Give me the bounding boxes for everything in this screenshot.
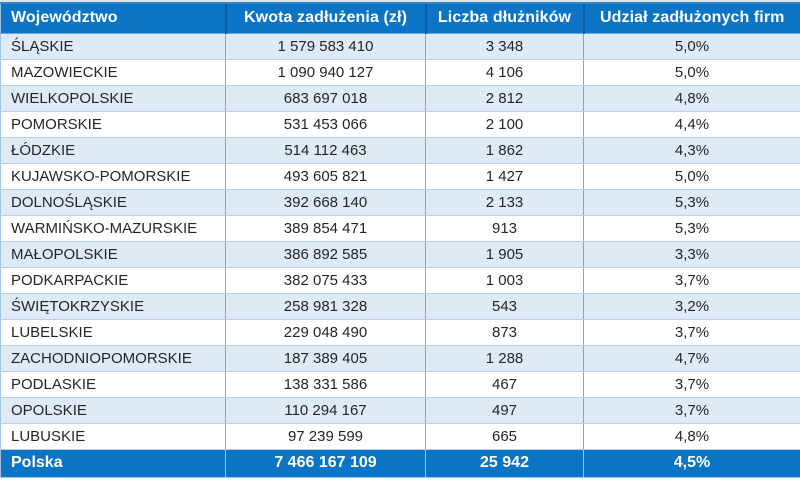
debt-amount-cell: 97 239 599 bbox=[225, 423, 426, 450]
voivodeship-name-cell: LUBUSKIE bbox=[0, 423, 226, 450]
indebted-share-cell: 4,8% bbox=[583, 423, 800, 450]
indebted-share-cell: 3,7% bbox=[583, 371, 800, 398]
table-row: WARMIŃSKO-MAZURSKIE 389 854 471 913 5,3% bbox=[0, 215, 800, 242]
debt-amount-cell: 187 389 405 bbox=[225, 345, 426, 372]
table-footer: Polska 7 466 167 109 25 942 4,5% bbox=[0, 449, 800, 478]
total-debtors-count: 25 942 bbox=[425, 449, 584, 478]
voivodeship-name-cell: PODKARPACKIE bbox=[0, 267, 226, 294]
debtors-count-cell: 543 bbox=[425, 293, 584, 320]
indebted-share-cell: 3,7% bbox=[583, 397, 800, 424]
indebted-share-cell: 5,0% bbox=[583, 163, 800, 190]
debt-amount-cell: 1 090 940 127 bbox=[225, 59, 426, 86]
indebted-share-cell: 3,3% bbox=[583, 241, 800, 268]
table-row: KUJAWSKO-POMORSKIE 493 605 821 1 427 5,0% bbox=[0, 163, 800, 190]
table-header: Województwo Kwota zadłużenia (zł) Liczba… bbox=[0, 2, 800, 34]
header-row: Województwo Kwota zadłużenia (zł) Liczba… bbox=[0, 2, 800, 34]
voivodeship-name-cell: ZACHODNIOPOMORSKIE bbox=[0, 345, 226, 372]
debtors-count-cell: 4 106 bbox=[425, 59, 584, 86]
table-row: PODLASKIE 138 331 586 467 3,7% bbox=[0, 371, 800, 398]
debt-amount-cell: 110 294 167 bbox=[225, 397, 426, 424]
indebted-share-cell: 5,3% bbox=[583, 189, 800, 216]
debt-amount-cell: 493 605 821 bbox=[225, 163, 426, 190]
table-row: MAŁOPOLSKIE 386 892 585 1 905 3,3% bbox=[0, 241, 800, 268]
debt-amount-cell: 229 048 490 bbox=[225, 319, 426, 346]
debt-amount-cell: 382 075 433 bbox=[225, 267, 426, 294]
debt-amount-cell: 514 112 463 bbox=[225, 137, 426, 164]
indebted-share-cell: 3,7% bbox=[583, 267, 800, 294]
voivodeship-name-cell: PODLASKIE bbox=[0, 371, 226, 398]
table-body: ŚLĄSKIE 1 579 583 410 3 348 5,0% MAZOWIECKIE… bbox=[0, 33, 800, 450]
debt-amount-cell: 138 331 586 bbox=[225, 371, 426, 398]
table-row: OPOLSKIE 110 294 167 497 3,7% bbox=[0, 397, 800, 424]
voivodeship-name-cell: WARMIŃSKO-MAZURSKIE bbox=[0, 215, 226, 242]
debt-amount-cell: 389 854 471 bbox=[225, 215, 426, 242]
voivodeship-name-cell: MAŁOPOLSKIE bbox=[0, 241, 226, 268]
debtors-count-cell: 3 348 bbox=[425, 33, 584, 60]
table-row: ŁÓDZKIE 514 112 463 1 862 4,3% bbox=[0, 137, 800, 164]
indebted-share-cell: 4,4% bbox=[583, 111, 800, 138]
debt-amount-cell: 683 697 018 bbox=[225, 85, 426, 112]
table-row: ŚLĄSKIE 1 579 583 410 3 348 5,0% bbox=[0, 33, 800, 60]
debt-amount-cell: 392 668 140 bbox=[225, 189, 426, 216]
debt-amount-cell: 1 579 583 410 bbox=[225, 33, 426, 60]
column-header-udzial-zadluzonych-firm: Udział zadłużonych firm bbox=[582, 2, 800, 34]
debtors-count-cell: 1 905 bbox=[425, 241, 584, 268]
debtors-count-cell: 2 100 bbox=[425, 111, 584, 138]
table-row: PODKARPACKIE 382 075 433 1 003 3,7% bbox=[0, 267, 800, 294]
indebted-share-cell: 4,3% bbox=[583, 137, 800, 164]
voivodeship-name-cell: LUBELSKIE bbox=[0, 319, 226, 346]
debtors-count-cell: 873 bbox=[425, 319, 584, 346]
voivodeship-name-cell: POMORSKIE bbox=[0, 111, 226, 138]
table-row: WIELKOPOLSKIE 683 697 018 2 812 4,8% bbox=[0, 85, 800, 112]
debtors-count-cell: 2 812 bbox=[425, 85, 584, 112]
table-row: MAZOWIECKIE 1 090 940 127 4 106 5,0% bbox=[0, 59, 800, 86]
indebted-share-cell: 4,7% bbox=[583, 345, 800, 372]
voivodeship-name-cell: OPOLSKIE bbox=[0, 397, 226, 424]
total-row: Polska 7 466 167 109 25 942 4,5% bbox=[0, 449, 800, 478]
table-row: DOLNOŚLĄSKIE 392 668 140 2 133 5,3% bbox=[0, 189, 800, 216]
voivodeship-name-cell: MAZOWIECKIE bbox=[0, 59, 226, 86]
table-row: LUBELSKIE 229 048 490 873 3,7% bbox=[0, 319, 800, 346]
table-row: ZACHODNIOPOMORSKIE 187 389 405 1 288 4,7% bbox=[0, 345, 800, 372]
debtors-count-cell: 1 427 bbox=[425, 163, 584, 190]
total-indebted-share: 4,5% bbox=[583, 449, 800, 478]
column-header-liczba-dluznikow: Liczba dłużników bbox=[424, 2, 584, 34]
top-divider-line bbox=[0, 0, 800, 2]
debtors-count-cell: 497 bbox=[425, 397, 584, 424]
indebted-share-cell: 3,2% bbox=[583, 293, 800, 320]
voivodeship-name-cell: ŁÓDZKIE bbox=[0, 137, 226, 164]
total-label: Polska bbox=[0, 449, 226, 478]
column-header-kwota-zadluzenia: Kwota zadłużenia (zł) bbox=[224, 2, 426, 34]
page: Województwo Kwota zadłużenia (zł) Liczba… bbox=[0, 0, 800, 478]
debt-amount-cell: 531 453 066 bbox=[225, 111, 426, 138]
total-debt-amount: 7 466 167 109 bbox=[225, 449, 426, 478]
debtors-count-cell: 1 003 bbox=[425, 267, 584, 294]
voivodeship-name-cell: KUJAWSKO-POMORSKIE bbox=[0, 163, 226, 190]
debt-amount-cell: 258 981 328 bbox=[225, 293, 426, 320]
voivodeship-name-cell: ŚLĄSKIE bbox=[0, 33, 226, 60]
debt-amount-cell: 386 892 585 bbox=[225, 241, 426, 268]
voivodeship-name-cell: WIELKOPOLSKIE bbox=[0, 85, 226, 112]
debt-by-voivodeship-table: Województwo Kwota zadłużenia (zł) Liczba… bbox=[0, 2, 800, 478]
debtors-count-cell: 467 bbox=[425, 371, 584, 398]
voivodeship-name-cell: DOLNOŚLĄSKIE bbox=[0, 189, 226, 216]
indebted-share-cell: 5,3% bbox=[583, 215, 800, 242]
debtors-count-cell: 1 862 bbox=[425, 137, 584, 164]
table-row: LUBUSKIE 97 239 599 665 4,8% bbox=[0, 423, 800, 450]
indebted-share-cell: 5,0% bbox=[583, 59, 800, 86]
table-row: ŚWIĘTOKRZYSKIE 258 981 328 543 3,2% bbox=[0, 293, 800, 320]
column-header-wojewodztwo: Województwo bbox=[0, 2, 226, 34]
indebted-share-cell: 3,7% bbox=[583, 319, 800, 346]
debtors-count-cell: 665 bbox=[425, 423, 584, 450]
debtors-count-cell: 1 288 bbox=[425, 345, 584, 372]
voivodeship-name-cell: ŚWIĘTOKRZYSKIE bbox=[0, 293, 226, 320]
debtors-count-cell: 913 bbox=[425, 215, 584, 242]
indebted-share-cell: 5,0% bbox=[583, 33, 800, 60]
debtors-count-cell: 2 133 bbox=[425, 189, 584, 216]
table-row: POMORSKIE 531 453 066 2 100 4,4% bbox=[0, 111, 800, 138]
indebted-share-cell: 4,8% bbox=[583, 85, 800, 112]
